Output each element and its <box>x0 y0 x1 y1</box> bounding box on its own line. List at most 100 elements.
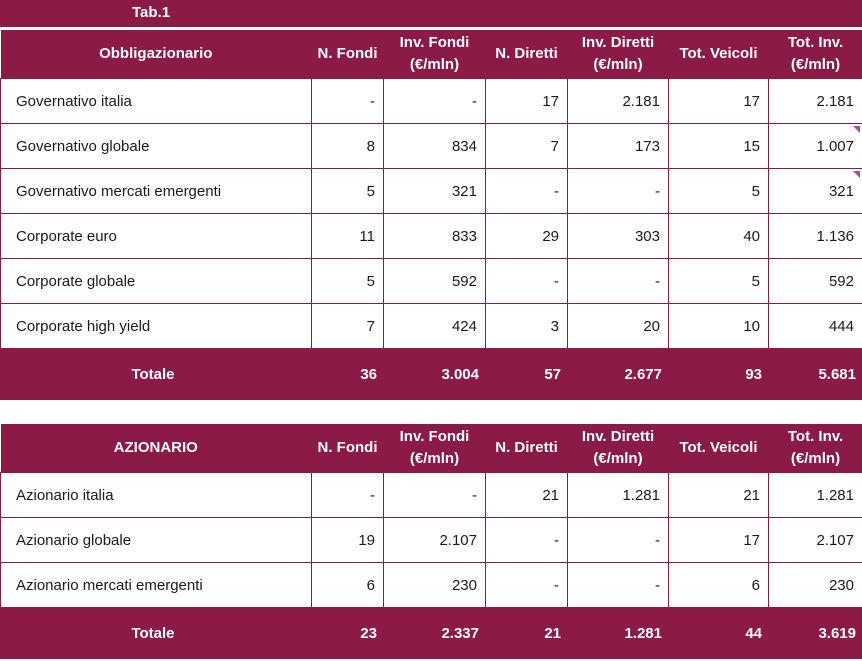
table-row: Azionario italia - -21 1.281 21 1.281 <box>0 472 862 518</box>
table-cell: - <box>311 472 384 518</box>
comment-marker <box>853 171 860 178</box>
table-cell: 19 <box>311 517 384 563</box>
table-cell: - <box>485 562 568 608</box>
table-cell: 21 <box>668 472 769 518</box>
row-label: Governativo italia <box>0 78 312 124</box>
table-cell: 2.181 <box>567 78 669 124</box>
table-cell: - <box>567 258 669 304</box>
table-cell: 303 <box>567 213 669 259</box>
table-cell: 321 <box>383 168 486 214</box>
table-cell: 1.281 <box>567 472 669 518</box>
row-label: Azionario mercati emergenti <box>0 562 312 608</box>
table-row: Azionario globale 19 2.107- -17 2.107 <box>0 517 862 563</box>
table-cell: 11 <box>311 213 384 259</box>
total-cell: 44 <box>668 607 769 659</box>
column-header: Tot. Veicoli <box>668 424 769 473</box>
table-cell: - <box>383 78 486 124</box>
table-row: Corporate high yield 7 424 3 20 10 444 <box>0 303 862 349</box>
column-header: Tot. Veicoli <box>668 30 769 79</box>
total-cell: 1.281 <box>567 607 669 659</box>
table-cell: 40 <box>668 213 769 259</box>
total-cell: 5.681 <box>768 348 862 400</box>
table-cell: 2.181 <box>768 78 862 124</box>
table-cell: 6 <box>668 562 769 608</box>
table-cell: 6 <box>311 562 384 608</box>
column-header: N. Fondi <box>311 424 384 473</box>
table-cell: 17 <box>668 517 769 563</box>
comment-marker <box>853 126 860 133</box>
row-label: Azionario globale <box>0 517 312 563</box>
column-header: Inv. Diretti (€/mln) <box>567 30 669 79</box>
total-cell: 2.337 <box>383 607 486 659</box>
table-cell: 1.007 <box>768 123 862 169</box>
table-cell: 834 <box>383 123 486 169</box>
total-row: Totale 36 3.004 57 2.677 93 5.681 <box>0 348 862 400</box>
total-cell: 3.004 <box>383 348 486 400</box>
total-cell: 57 <box>485 348 568 400</box>
column-header: Tot. Inv. (€/mln) <box>768 424 862 473</box>
table-cell: 833 <box>383 213 486 259</box>
table-cell: 1.136 <box>768 213 862 259</box>
row-label: Azionario italia <box>0 472 312 518</box>
tab-label: Tab.1 <box>132 4 171 21</box>
column-header: N. Diretti <box>485 424 568 473</box>
table-cell: 2.107 <box>383 517 486 563</box>
column-header: Tot. Inv. (€/mln) <box>768 30 862 79</box>
table-cell: 321 <box>768 168 862 214</box>
table-cell: - <box>485 168 568 214</box>
table-cell: 17 <box>668 78 769 124</box>
table-cell: 5 <box>311 258 384 304</box>
table-cell: 7 <box>485 123 568 169</box>
column-header: N. Diretti <box>485 30 568 79</box>
total-label: Totale <box>0 607 312 659</box>
row-label: Governativo globale <box>0 123 312 169</box>
column-header: Inv. Fondi (€/mln) <box>383 30 486 79</box>
column-header: Inv. Fondi (€/mln) <box>383 424 486 473</box>
table-cell: 5 <box>668 258 769 304</box>
table-cell: 21 <box>485 472 568 518</box>
table-row: Corporate globale 5 592- -5 592 <box>0 258 862 304</box>
table-cell: 17 <box>485 78 568 124</box>
section-title: AZIONARIO <box>0 424 312 473</box>
table-cell: 3 <box>485 303 568 349</box>
equity-table: AZIONARIO N. Fondi Inv. Fondi (€/mln) N. Di… <box>0 424 862 659</box>
table-cell: 10 <box>668 303 769 349</box>
row-label: Corporate globale <box>0 258 312 304</box>
tab-label-bar: Tab.1 <box>0 0 862 27</box>
table-cell: - <box>567 562 669 608</box>
table-cell: 5 <box>668 168 769 214</box>
table-cell: 230 <box>768 562 862 608</box>
table-cell: 15 <box>668 123 769 169</box>
table-row: Corporate euro 11 833 29 303 40 1.136 <box>0 213 862 259</box>
header-row: AZIONARIO N. Fondi Inv. Fondi (€/mln) N. Di… <box>0 424 862 473</box>
total-cell: 2.677 <box>567 348 669 400</box>
table-cell: 592 <box>383 258 486 304</box>
table-cell: 5 <box>311 168 384 214</box>
bond-table: Obbligazionario N. Fondi Inv. Fondi (€/mln… <box>0 30 862 400</box>
table-row: Azionario mercati emergenti 6 230- -6 230 <box>0 562 862 608</box>
table-cell: 20 <box>567 303 669 349</box>
column-header: N. Fondi <box>311 30 384 79</box>
table-cell: 2.107 <box>768 517 862 563</box>
section-title: Obbligazionario <box>0 30 312 79</box>
table-cell: - <box>311 78 384 124</box>
total-cell: 93 <box>668 348 769 400</box>
table-row: Governativo mercati emergenti 5 321- -5 321 <box>0 168 862 214</box>
table-cell: 230 <box>383 562 486 608</box>
column-header: Inv. Diretti (€/mln) <box>567 424 669 473</box>
table-cell: - <box>383 472 486 518</box>
total-cell: 36 <box>311 348 384 400</box>
table-cell: - <box>567 168 669 214</box>
total-cell: 21 <box>485 607 568 659</box>
table-cell: - <box>485 258 568 304</box>
table-cell: 173 <box>567 123 669 169</box>
total-cell: 23 <box>311 607 384 659</box>
table-cell: 7 <box>311 303 384 349</box>
row-label: Governativo mercati emergenti <box>0 168 312 214</box>
total-cell: 3.619 <box>768 607 862 659</box>
table-cell: 1.281 <box>768 472 862 518</box>
total-row: Totale 23 2.337 21 1.281 44 3.619 <box>0 607 862 659</box>
header-row: Obbligazionario N. Fondi Inv. Fondi (€/mln… <box>0 30 862 79</box>
table-cell: 592 <box>768 258 862 304</box>
table-row: Governativo italia - -17 2.181 17 2.181 <box>0 78 862 124</box>
